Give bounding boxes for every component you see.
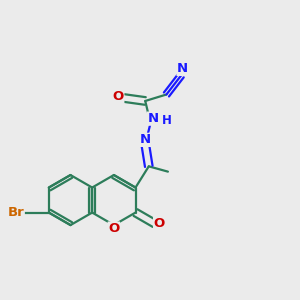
- Text: N: N: [147, 112, 158, 125]
- Text: H: H: [162, 114, 172, 127]
- Text: N: N: [140, 133, 151, 146]
- Text: Br: Br: [8, 206, 24, 219]
- Text: N: N: [177, 62, 188, 75]
- Text: O: O: [154, 217, 165, 230]
- Text: O: O: [108, 222, 119, 235]
- Text: O: O: [112, 90, 124, 104]
